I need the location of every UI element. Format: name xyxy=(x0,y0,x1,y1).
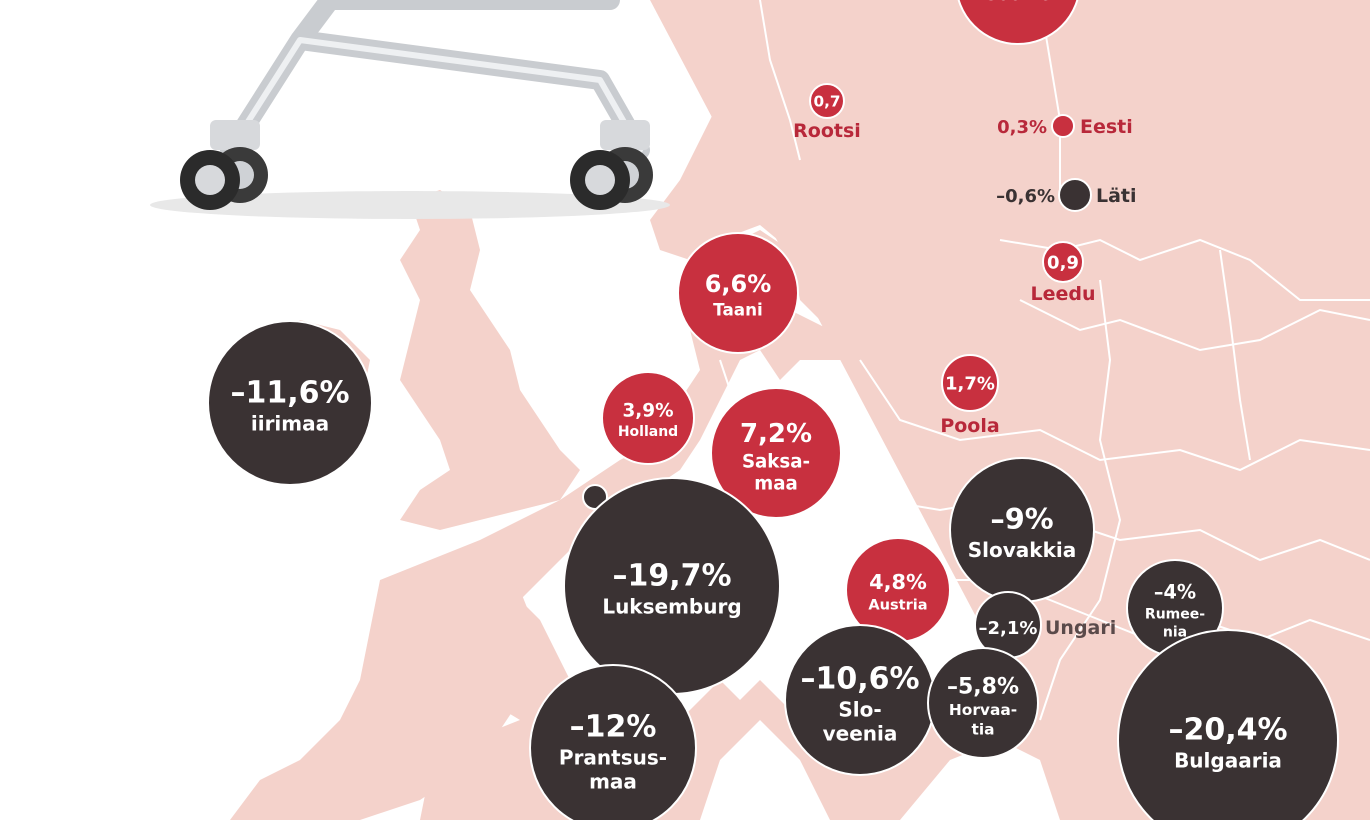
bubble-austria: 4,8% Austria xyxy=(845,537,951,643)
bubble-name: Eesti xyxy=(1080,116,1133,138)
bubble-horvaatia: –5,8% Horvaa-tia xyxy=(927,647,1039,759)
bubble-name: Slovakkia xyxy=(968,538,1077,562)
land-france-south xyxy=(230,560,540,820)
bubble-bulgaaria: –20,4%Bulgaaria xyxy=(1117,629,1339,820)
bubble-value: –20,4% xyxy=(1168,713,1287,748)
bubble-circle xyxy=(710,387,842,519)
bubble-value: 4,8% xyxy=(869,570,927,594)
bubble-rumeenia: –4% Rumee-nia xyxy=(1126,559,1224,657)
bubble-value: 1,7% xyxy=(945,373,995,394)
land-great-britain xyxy=(400,190,580,530)
border-line xyxy=(859,359,1370,472)
bubble-value: –11,6% xyxy=(230,376,349,411)
bubble-value: –12% xyxy=(570,710,657,745)
bubble-rootsi: 0,7 Rootsi xyxy=(793,83,861,142)
land-island xyxy=(790,150,815,190)
bubble-name: Bulgaaria xyxy=(1174,749,1282,773)
border-line xyxy=(1019,299,1370,352)
bubble-value: –9% xyxy=(990,502,1053,536)
bubble-taani: 6,6%Taani xyxy=(677,232,799,354)
bubble-value: –0,6% xyxy=(996,186,1055,207)
bubble-name: Luksemburg xyxy=(602,595,741,619)
border-line xyxy=(1039,279,1122,721)
bubble-circle xyxy=(809,83,845,119)
bubble-eesti: 0,3% Eesti xyxy=(997,114,1133,138)
bubble-name: Leedu xyxy=(1030,283,1095,305)
bubble-lati: –0,6% Läti xyxy=(996,178,1137,212)
bubble-name: maa xyxy=(754,474,798,495)
bubble-value: 0,9 xyxy=(1047,252,1079,273)
border-line xyxy=(759,0,801,161)
bubble-circle xyxy=(941,354,999,412)
bubble-name: Horvaa- xyxy=(949,701,1017,719)
border-line xyxy=(1219,249,1251,461)
bubble-name: iirimaa xyxy=(251,412,329,436)
bubble-holland: 3,9% Holland xyxy=(601,371,695,465)
bubble-sloveenia: –10,6%Slo-veenia xyxy=(784,624,936,776)
bubble-value: 3,9% xyxy=(622,400,673,421)
bubble-value: –5,8% xyxy=(947,674,1019,699)
bubble-name: Soome xyxy=(985,0,1051,5)
bubble-value: –10,6% xyxy=(800,662,919,697)
bubble-value: 7,2% xyxy=(740,419,812,449)
bubble-name: Rootsi xyxy=(793,120,861,142)
shopping-cart-icon xyxy=(150,0,670,219)
bubble-name: Ungari xyxy=(1045,617,1116,639)
bubble-circle xyxy=(1058,178,1092,212)
bubble-name: nia xyxy=(1163,625,1187,641)
bubble-luksemburg: –19,7%Luksemburg xyxy=(563,477,781,695)
bubble-circle xyxy=(601,371,695,465)
bubble-prantsusmaa: –12%Prantsus-maa xyxy=(529,664,697,820)
bubble-name: Slo- xyxy=(838,698,881,722)
bubble-value: –4% xyxy=(1154,581,1196,604)
bubble-value: 0,7 xyxy=(813,92,840,110)
bubble-name: Saksa- xyxy=(742,451,810,472)
bubble-value: 0,3% xyxy=(997,117,1047,138)
bubble-circle xyxy=(957,0,1079,45)
bubble-leedu: 0,9 Leedu xyxy=(1030,241,1096,305)
bubbles-layer: Soome 0,7 Rootsi 0,3% Eesti –0,6% Läti 0,9 Leedu… xyxy=(207,0,1339,820)
bubble-slovakkia: –9%Slovakkia xyxy=(949,457,1095,603)
bubble-name: tia xyxy=(971,721,994,739)
bubble-name: maa xyxy=(589,770,637,794)
bubble-poola: 1,7% Poola xyxy=(940,354,1000,437)
bubble-circle xyxy=(677,232,799,354)
bubble-name: Holland xyxy=(618,424,678,440)
bubble-name: Prantsus- xyxy=(559,746,667,770)
bubble-name: Läti xyxy=(1096,185,1137,207)
bubble-name: Austria xyxy=(868,597,927,614)
bubble-circle xyxy=(207,320,373,486)
bubble-value: –19,7% xyxy=(612,559,731,594)
bubble-circle xyxy=(1042,241,1084,283)
bubble-circle xyxy=(927,647,1039,759)
bubble-name: veenia xyxy=(823,722,898,746)
land-island-2 xyxy=(1275,15,1320,55)
bubble-value: –2,1% xyxy=(979,618,1038,639)
bubble-saksamaa: 7,2%Saksa-maa xyxy=(710,387,842,519)
bubble-name: Rumee- xyxy=(1145,607,1205,623)
bubble-circle xyxy=(1117,629,1339,820)
bubble-name: Taani xyxy=(713,300,763,320)
bubble-soome: Soome xyxy=(957,0,1079,45)
bubble-circle xyxy=(529,664,697,820)
bubble-circle xyxy=(1051,114,1075,138)
bubble-value: 6,6% xyxy=(705,270,772,298)
bubble-iirimaa: –11,6%iirimaa xyxy=(207,320,373,486)
bubble-name: Poola xyxy=(940,415,999,437)
